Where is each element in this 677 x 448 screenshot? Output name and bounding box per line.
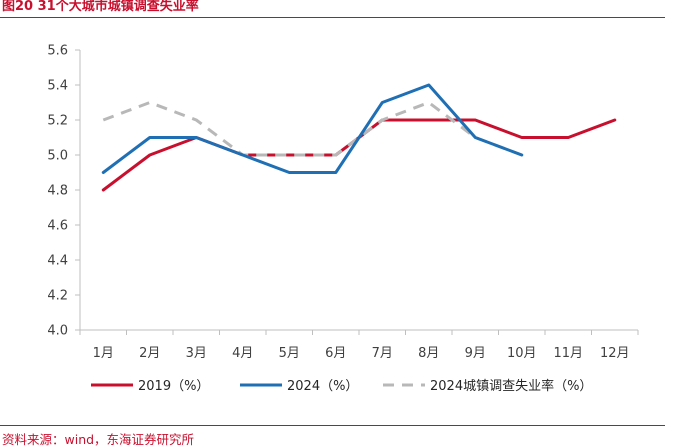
- legend-label-2: 2024城镇调查失业率（%）: [430, 378, 592, 394]
- y-tick-label: 5.6: [47, 44, 68, 59]
- y-tick-label: 4.6: [47, 219, 68, 234]
- legend-label-1: 2024（%）: [287, 379, 358, 394]
- x-tick-label: 9月: [465, 346, 486, 361]
- source-note: 资料来源：wind，东海证券研究所: [2, 432, 195, 447]
- chart-title: 图20 31个大城市城镇调查失业率: [2, 0, 199, 14]
- y-tick-label: 4.4: [47, 254, 68, 269]
- chart-legend: 2019（%） 2024（%） 2024城镇调查失业率（%）: [91, 378, 592, 394]
- x-tick-label: 5月: [279, 346, 300, 361]
- x-tick-label: 12月: [600, 346, 630, 361]
- x-tick-label: 1月: [93, 346, 114, 361]
- x-tick-label: 4月: [232, 346, 253, 361]
- x-tick-label: 10月: [507, 346, 537, 361]
- y-tick-label: 5.2: [47, 114, 68, 129]
- series-line-2: [102, 101, 523, 157]
- y-tick-label: 4.0: [47, 324, 68, 339]
- legend-label-0: 2019（%）: [138, 379, 209, 394]
- title-rule: [0, 17, 665, 18]
- series-line-1: [101, 83, 524, 174]
- x-tick-label: 2月: [139, 346, 160, 361]
- series-line-0: [101, 118, 617, 192]
- chart-axes: 4.0 4.2 4.4 4.6 4.8 5.0 5.2 5.4 5.6 1月 2月 3月 4月 5月 6月 7…: [47, 44, 639, 361]
- y-tick-label: 5.0: [47, 149, 68, 164]
- y-tick-label: 5.4: [47, 79, 68, 94]
- x-tick-label: 3月: [186, 346, 207, 361]
- y-tick-label: 4.8: [47, 184, 68, 199]
- y-tick-label: 4.2: [47, 289, 68, 304]
- x-tick-label: 11月: [553, 346, 583, 361]
- x-tick-label: 8月: [418, 346, 439, 361]
- x-tick-label: 6月: [325, 346, 346, 361]
- x-tick-label: 7月: [372, 346, 393, 361]
- chart-series: [101, 83, 617, 192]
- source-rule: [0, 425, 665, 426]
